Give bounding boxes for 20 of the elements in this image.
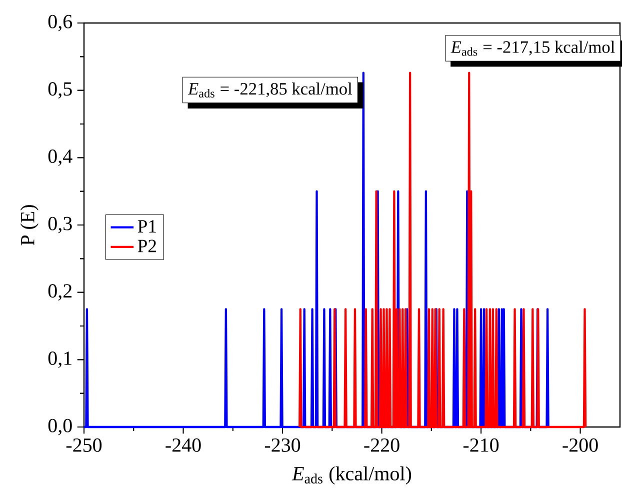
y-tick-label: 0,2: [48, 284, 72, 301]
y-tick-label: 0,0: [48, 418, 72, 436]
line-series: [82, 72, 550, 428]
x-tick-label: -200: [562, 438, 598, 452]
legend-label: P2: [138, 240, 156, 252]
legend-label: P1: [138, 220, 156, 232]
annotation: E$_{ads}$ = -217,15 kcal/mol: [450, 40, 615, 56]
x-tick-label: -210: [463, 438, 499, 452]
y-tick-label: 0,1: [48, 351, 72, 368]
x-tick-label: -250: [66, 438, 102, 452]
y-axis-title: P (E): [20, 205, 38, 246]
y-tick-label: 0,6: [48, 14, 72, 32]
y-tick-label: 0,5: [48, 82, 72, 99]
annotation: E$_{ads}$ = -221,85 kcal/mol: [188, 82, 352, 98]
x-tick-label: -220: [364, 438, 400, 452]
y-tick-label: 0,4: [48, 149, 72, 166]
x-tick-label: -230: [264, 438, 300, 452]
y-tick-label: 0,3: [48, 216, 72, 234]
x-tick-label: -240: [166, 438, 201, 452]
x-axis-title: E$_{ads}$ (kcal/mol): [292, 466, 412, 485]
